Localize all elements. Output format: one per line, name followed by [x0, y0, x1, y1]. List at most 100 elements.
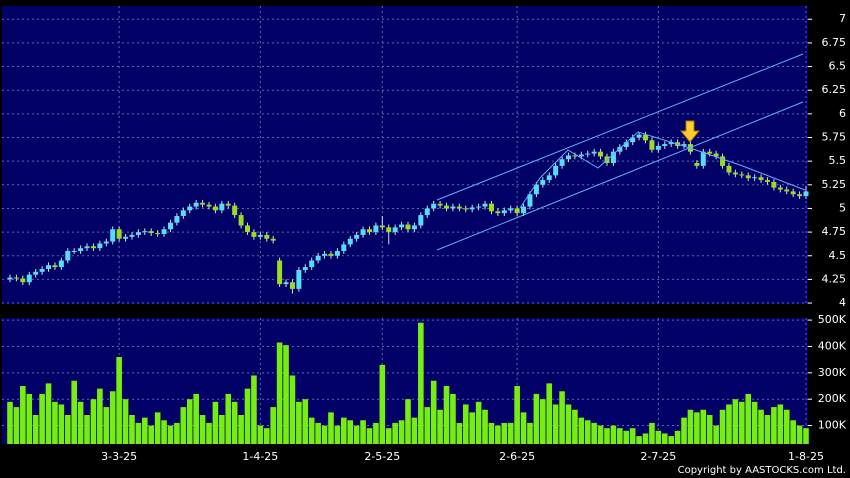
candle-body: [251, 232, 257, 237]
candle-body: [700, 151, 706, 166]
candle-body: [797, 194, 803, 197]
volume-bar: [366, 428, 373, 444]
volume-bar: [681, 417, 687, 444]
volume-bar: [257, 425, 264, 444]
volume-bar: [64, 415, 71, 444]
x-tick-label: 2-6-25: [499, 450, 535, 463]
candle-body: [341, 244, 347, 252]
x-tick-label: 3-3-25: [101, 450, 137, 463]
volume-bar: [482, 409, 488, 444]
volume-bar: [251, 375, 257, 444]
volume-bar: [668, 436, 674, 444]
candle-body: [411, 225, 417, 230]
volume-bar: [758, 409, 764, 444]
volume-bar: [469, 412, 475, 444]
volume-bar: [129, 415, 135, 444]
volume-bar: [783, 409, 790, 444]
candle-body: [540, 180, 546, 185]
copyright: Copyright by AASTOCKS.com Ltd.: [678, 465, 846, 476]
candle-body: [643, 134, 649, 141]
volume-bar: [398, 420, 405, 444]
volume-bar: [212, 401, 219, 444]
volume-bar: [334, 425, 341, 444]
y-tick-label: 4.25: [822, 272, 847, 285]
volume-bar: [174, 422, 180, 444]
volume-bar: [456, 422, 463, 444]
candle-body: [386, 227, 392, 233]
candle-body: [527, 194, 533, 207]
candle-body: [206, 204, 212, 207]
volume-bar: [617, 428, 623, 444]
y-tick-label: 300K: [818, 366, 847, 379]
candle-body: [444, 205, 450, 209]
y-tick-label: 6.5: [829, 60, 847, 73]
candle-body: [360, 229, 366, 235]
volume-bar: [591, 422, 597, 444]
volume-bar: [572, 409, 578, 444]
volume-bar: [347, 420, 354, 444]
candle-body: [521, 206, 527, 214]
channel-upper: [436, 53, 804, 201]
candle-body: [52, 265, 58, 268]
y-tick-label: 6: [839, 107, 846, 120]
candle-body: [392, 227, 398, 233]
x-tick-label: 2-7-25: [640, 450, 676, 463]
y-tick-label: 4.5: [829, 249, 847, 262]
volume-bar: [135, 422, 142, 444]
volume-bar: [674, 430, 681, 444]
candle-body: [450, 206, 456, 209]
volume-bar: [713, 425, 719, 444]
volume-bar: [475, 401, 482, 444]
volume-bar: [341, 417, 347, 444]
volume-bar: [629, 428, 636, 444]
volume-bar: [437, 409, 443, 444]
candle-body: [476, 206, 482, 208]
candle-body: [514, 208, 520, 214]
volume-bar: [238, 415, 244, 444]
candle-body: [790, 191, 796, 195]
candle-body: [309, 260, 315, 268]
volume-bar: [694, 412, 700, 444]
candle-body: [257, 234, 263, 237]
y-tick-label: 5: [839, 201, 846, 214]
volume-bar: [540, 399, 546, 444]
candle-body: [354, 234, 360, 239]
volume-bar: [507, 422, 514, 444]
candle-body: [7, 277, 13, 280]
volume-bar: [199, 415, 206, 444]
candle-body: [219, 203, 225, 211]
marks: [7, 131, 809, 444]
candle-body: [129, 234, 135, 237]
candle-body: [200, 202, 206, 205]
candle-body: [681, 144, 687, 147]
candle-body: [764, 180, 770, 182]
candle-body: [713, 153, 719, 157]
volume-bar: [796, 425, 803, 444]
volume-bar: [385, 428, 392, 444]
volume-bar: [193, 393, 199, 444]
volume-bar: [109, 391, 116, 444]
candle-body: [97, 243, 103, 249]
candle-body: [161, 229, 167, 234]
volume-bar: [20, 386, 26, 444]
volume-bar: [154, 412, 161, 444]
candle-body: [232, 205, 238, 216]
volume-bar: [308, 417, 315, 444]
candle-body: [174, 216, 180, 223]
volume-bar: [26, 393, 33, 444]
y-tick-label: 200K: [818, 392, 847, 405]
volume-bar: [180, 407, 187, 444]
volume-bar: [443, 386, 450, 444]
volume-bar: [148, 425, 155, 444]
candle-body: [65, 251, 71, 261]
volume-bar: [270, 407, 276, 444]
volume-bar: [527, 422, 533, 444]
signal-arrow: [679, 120, 701, 143]
volume-bar: [405, 399, 411, 444]
volume-bar: [71, 380, 77, 444]
price-panel: [2, 6, 808, 304]
volume-bar: [488, 422, 495, 444]
volume-bar: [122, 399, 129, 444]
volume-bar: [328, 412, 334, 444]
